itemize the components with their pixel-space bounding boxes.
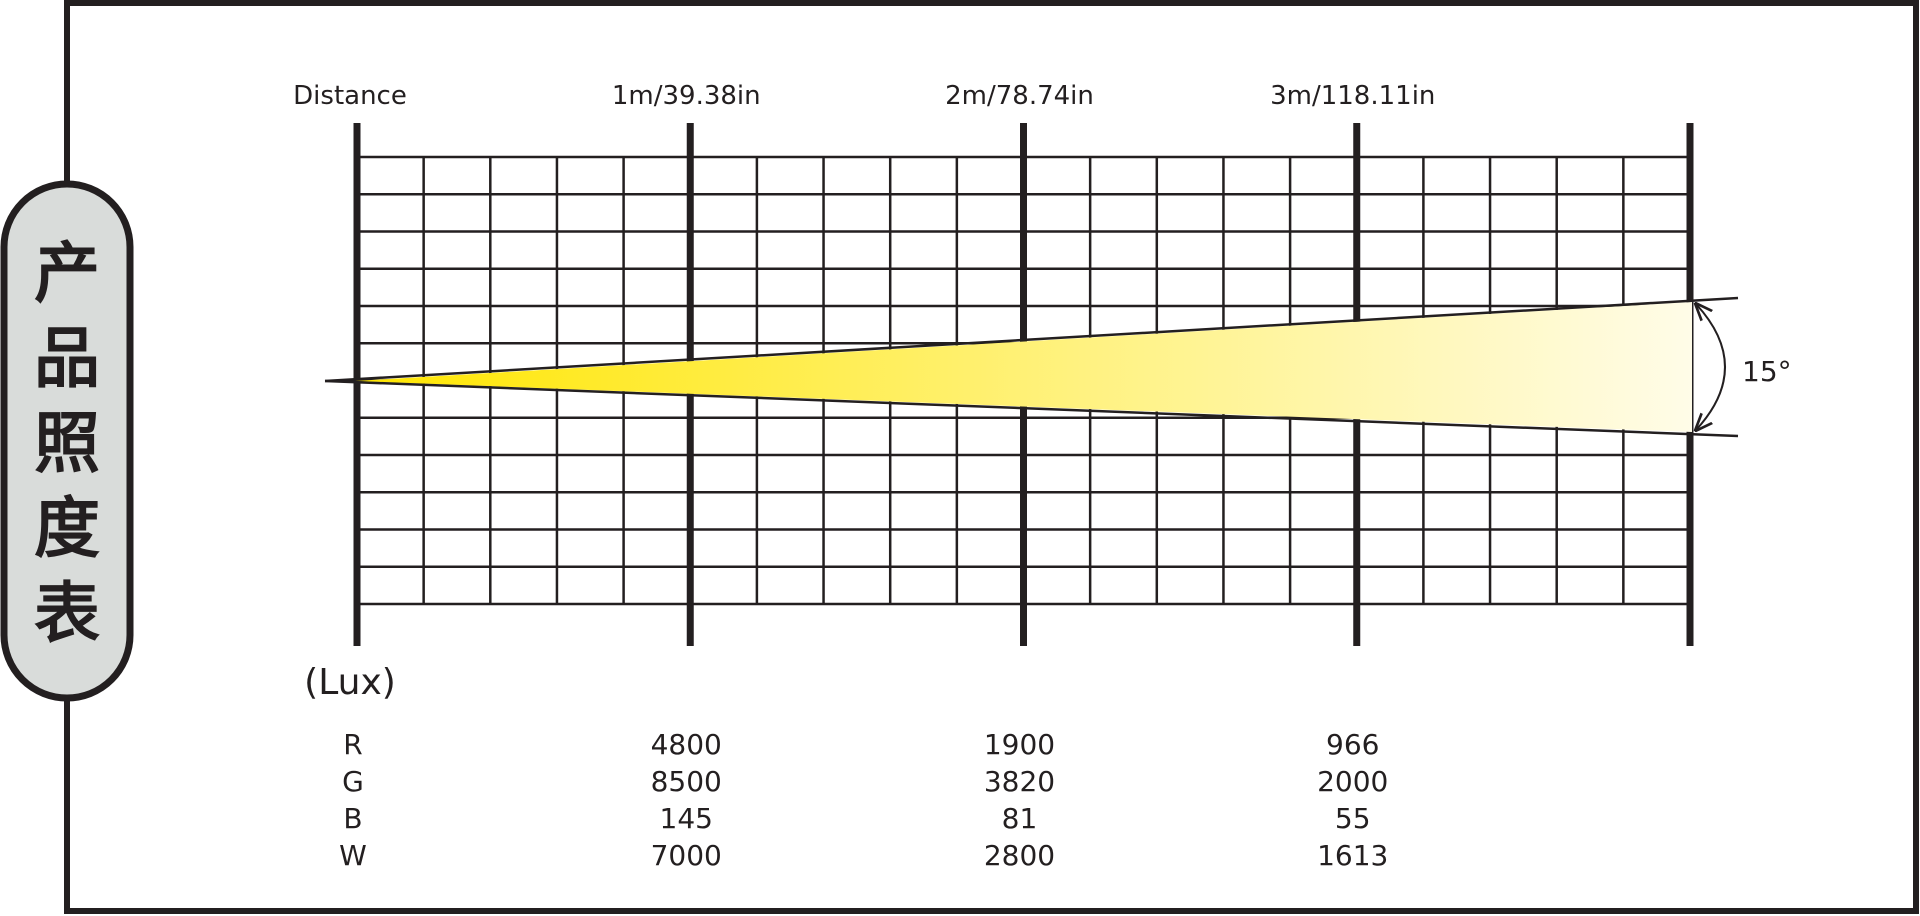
side-tab-char: 产 [34, 235, 100, 312]
value-cell: 8500 [651, 765, 722, 798]
series-name: W [339, 839, 367, 872]
series-name: R [343, 728, 362, 761]
table-row-w: W 7000 2800 1613 [339, 839, 1388, 872]
distance-header: Distance [293, 81, 407, 111]
series-name: B [343, 802, 362, 835]
side-tab-background [0, 180, 134, 702]
beam-edge-bottom [324, 379, 1739, 438]
value-cell: 2800 [984, 839, 1055, 872]
distance-label-2m: 2m/78.74in [945, 81, 1094, 111]
light-beam [355, 302, 1692, 432]
side-tab-char: 表 [34, 575, 100, 652]
unit-label: (Lux) [304, 662, 396, 703]
table-row-b: B 145 81 55 [343, 802, 1370, 835]
lux-table: R 4800 1900 966 G 8500 3820 2000 B 145 8… [339, 728, 1388, 872]
beam-angle-arc [1696, 304, 1726, 430]
beam-edge-top [324, 296, 1739, 383]
value-cell: 1900 [984, 728, 1055, 761]
value-cell: 7000 [651, 839, 722, 872]
distance-label-3m: 3m/118.11in [1270, 81, 1435, 111]
side-tab-char: 度 [34, 490, 100, 567]
value-cell: 81 [1002, 802, 1038, 835]
value-cell: 55 [1335, 802, 1371, 835]
table-row-r: R 4800 1900 966 [343, 728, 1379, 761]
value-cell: 2000 [1317, 765, 1388, 798]
side-tab: 产 品 照 度 表 [0, 180, 134, 702]
value-cell: 145 [660, 802, 713, 835]
side-tab-char: 照 [34, 405, 100, 482]
value-cell: 4800 [651, 728, 722, 761]
beam-angle-label: 15° [1742, 355, 1792, 388]
value-cell: 1613 [1317, 839, 1388, 872]
side-tab-char: 品 [34, 320, 100, 397]
table-row-g: G 8500 3820 2000 [342, 765, 1388, 798]
distance-label-1m: 1m/39.38in [612, 81, 761, 111]
value-cell: 3820 [984, 765, 1055, 798]
series-name: G [342, 765, 364, 798]
value-cell: 966 [1326, 728, 1379, 761]
